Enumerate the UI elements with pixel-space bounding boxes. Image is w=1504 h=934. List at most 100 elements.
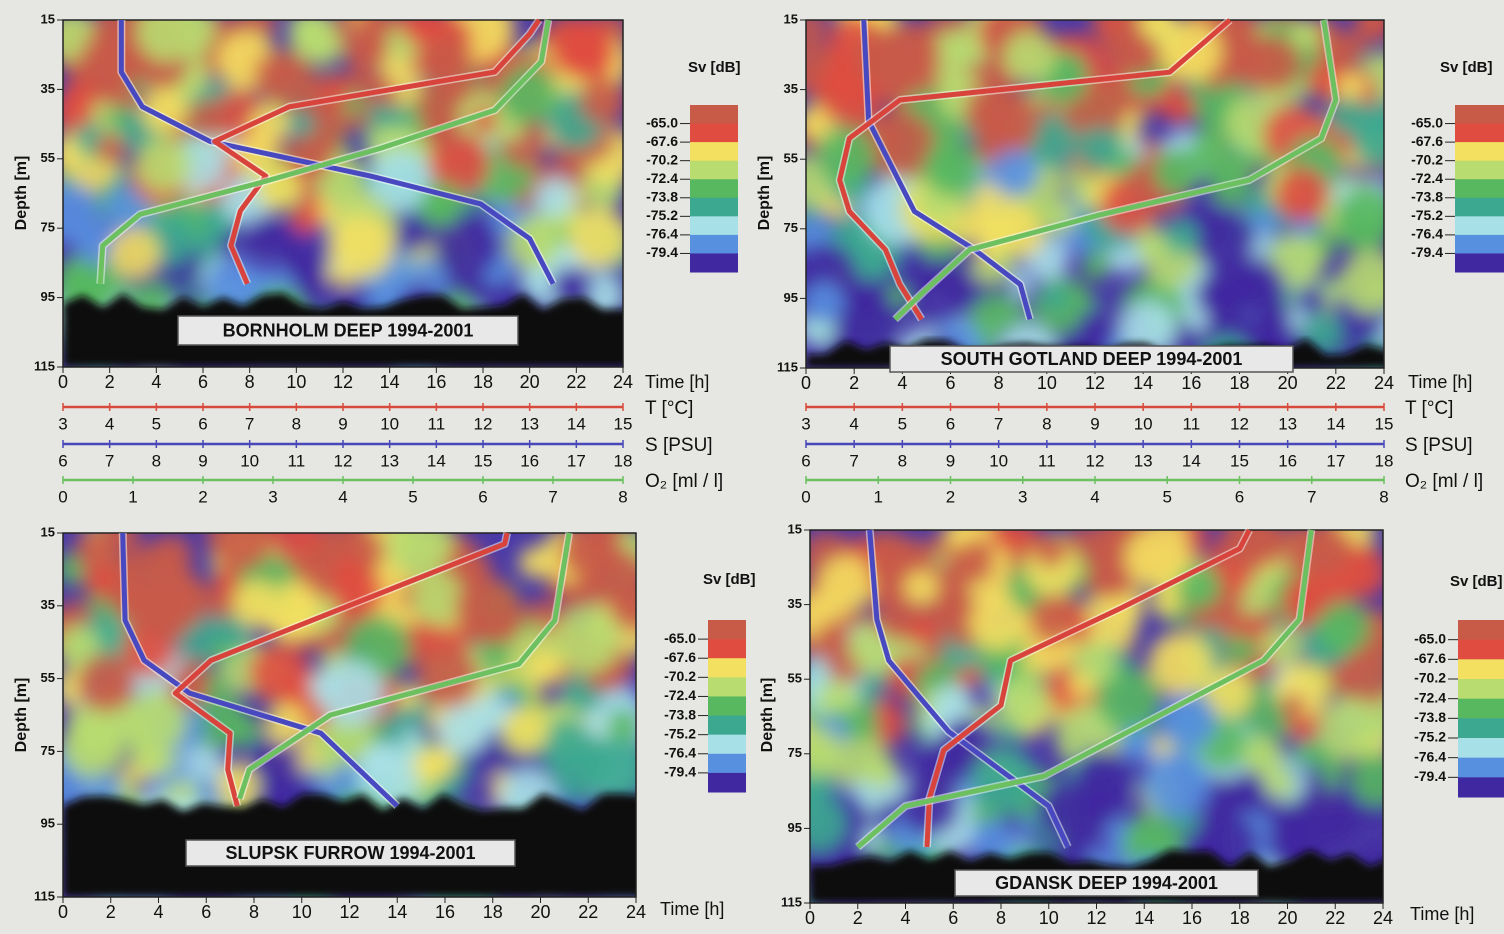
- echogram-blob: [1164, 219, 1199, 254]
- colorbar-band: [708, 773, 746, 793]
- echogram-blob: [527, 650, 562, 685]
- scale-tick-label: 3: [1018, 487, 1027, 506]
- colorbar-tick-label: -72.4: [1411, 170, 1443, 186]
- y-tick-label: 95: [784, 290, 798, 305]
- echogram-blob: [1350, 753, 1404, 807]
- colorbar-tick-label: -75.2: [1411, 207, 1443, 223]
- y-tick-label: 75: [784, 220, 798, 235]
- echogram-blob: [579, 77, 626, 124]
- colorbar-band: [1455, 253, 1504, 272]
- y-tick-label: 35: [41, 597, 55, 612]
- colorbar-tick-label: -72.4: [664, 687, 696, 703]
- echogram-blob: [535, 177, 575, 217]
- y-tick-label: 15: [41, 11, 55, 26]
- echogram-blob: [1069, 672, 1094, 697]
- x-tick-label: 10: [286, 372, 306, 392]
- colorbar-label: Sv [dB]: [1450, 573, 1503, 590]
- colorbar-band: [1458, 758, 1504, 778]
- x-tick-label: 4: [151, 372, 161, 392]
- scale-tick-label: 15: [474, 451, 493, 470]
- echogram-blob: [924, 140, 982, 198]
- colorbar-tick-label: -73.8: [1414, 709, 1446, 725]
- colorbar-label: Sv [dB]: [703, 571, 756, 588]
- colorbar-tick-label: -67.6: [646, 133, 678, 149]
- echogram-blob: [309, 672, 337, 700]
- colorbar-tick-label: -76.4: [664, 744, 696, 760]
- scale-tick-label: 16: [1278, 451, 1297, 470]
- echogram-blob: [569, 208, 629, 268]
- x-tick-label: 20: [530, 902, 550, 922]
- scale-tick-label: 8: [618, 487, 627, 506]
- y-tick-label: 55: [41, 670, 55, 685]
- echogram-blob: [969, 595, 1024, 650]
- scale-tick-label: 12: [474, 414, 493, 433]
- colorbar-tick-label: -75.2: [646, 207, 678, 223]
- x-tick-label: 14: [1134, 908, 1154, 928]
- scale-tick-label: 14: [1182, 451, 1201, 470]
- echogram-blob: [329, 214, 393, 278]
- echogram-blob: [1340, 250, 1404, 314]
- colorbar-band: [1455, 161, 1504, 180]
- colorbar-band: [690, 142, 738, 161]
- scale-tick-label: 13: [1278, 414, 1297, 433]
- echogram-blob: [804, 282, 844, 322]
- echogram-blob: [1317, 601, 1370, 654]
- scale-tick-label: 4: [1090, 487, 1099, 506]
- y-tick-label: 115: [781, 894, 802, 909]
- scale-tick-label: 2: [946, 487, 955, 506]
- scale-tick-label: 14: [427, 451, 446, 470]
- colorbar-band: [708, 677, 746, 697]
- echogram-blob: [246, 216, 283, 253]
- scale-tick-label: 5: [898, 414, 907, 433]
- colorbar-band: [690, 253, 738, 272]
- scale-tick-label: 7: [105, 451, 114, 470]
- y-tick-label: 75: [788, 745, 802, 760]
- scale-tick-label: 5: [1163, 487, 1172, 506]
- echogram-blob: [1076, 309, 1115, 348]
- echogram-blob: [1318, 698, 1381, 761]
- echogram-blob: [136, 0, 198, 62]
- colorbar-band: [1458, 738, 1504, 758]
- colorbar-band: [708, 639, 746, 659]
- x-tick-label: 8: [245, 372, 255, 392]
- scale-tick-label: 11: [1183, 414, 1201, 433]
- x-tick-label: 0: [801, 373, 811, 393]
- panel: 024681012141618202224Time [h]15355575951…: [13, 502, 755, 929]
- y-axis-label: Depth [m]: [756, 156, 773, 231]
- scale-tick-label: 12: [334, 451, 353, 470]
- x-tick-label: 24: [613, 372, 633, 392]
- x-tick-label: 24: [1374, 373, 1394, 393]
- echogram-blob: [1143, 751, 1209, 817]
- colorbar-band: [690, 124, 738, 143]
- x-axis-label: Time [h]: [645, 372, 709, 392]
- scale-tick-label: 9: [1090, 414, 1099, 433]
- x-tick-label: 8: [996, 908, 1006, 928]
- x-tick-label: 6: [948, 908, 958, 928]
- scale-tick-label: 6: [946, 414, 955, 433]
- echogram-blob: [216, 569, 240, 593]
- echogram-blob: [466, 278, 492, 304]
- scale-tick-label: 4: [338, 487, 347, 506]
- colorbar-tick-label: -65.0: [1414, 630, 1446, 646]
- x-tick-label: 22: [1326, 373, 1346, 393]
- colorbar-band: [708, 620, 746, 640]
- echogram-blob: [207, 502, 275, 570]
- y-tick-label: 95: [788, 820, 802, 835]
- x-tick-label: 0: [58, 372, 68, 392]
- figure: 024681012141618202224Time [h]15355575951…: [0, 0, 1504, 934]
- x-tick-label: 12: [339, 902, 359, 922]
- scale-label: S [PSU]: [645, 435, 713, 456]
- y-tick-label: 15: [784, 11, 798, 26]
- echogram-blob: [1040, 282, 1069, 311]
- echogram-blob: [1221, 34, 1272, 85]
- colorbar-band: [690, 198, 738, 217]
- scale-tick-label: 8: [1379, 487, 1388, 506]
- echogram-blob: [1281, 693, 1305, 717]
- colorbar-band: [1455, 142, 1504, 161]
- echogram-blob: [309, 126, 342, 159]
- colorbar-band: [690, 161, 738, 180]
- x-tick-label: 12: [1085, 373, 1105, 393]
- echogram-blob: [1338, 185, 1397, 244]
- colorbar-tick-label: -67.6: [1414, 650, 1446, 666]
- echogram-blob: [1122, 37, 1160, 75]
